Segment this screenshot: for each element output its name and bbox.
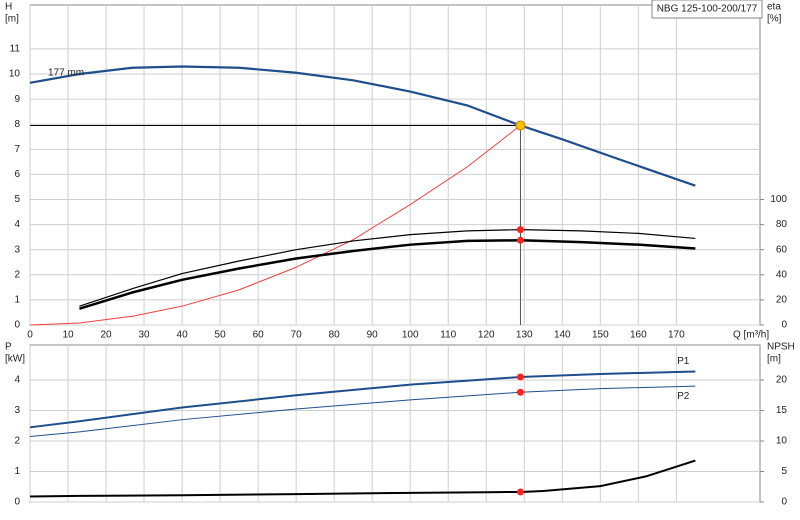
y-tick-label: 1 xyxy=(14,466,20,477)
y-axis-label: [m] xyxy=(5,14,19,25)
y-axis-label: H xyxy=(5,2,12,13)
y2-tick-label: 20 xyxy=(776,295,788,306)
y2-axis-label: NPSH xyxy=(767,342,795,353)
series-line xyxy=(29,65,696,187)
x-tick-label: 130 xyxy=(516,330,533,341)
series-line xyxy=(79,239,696,310)
y2-tick-label: 20 xyxy=(776,375,788,386)
x-tick-label: 120 xyxy=(478,330,495,341)
x-tick-label: 0 xyxy=(27,330,33,341)
y-tick-label: 5 xyxy=(14,194,20,205)
y2-tick-label: 40 xyxy=(776,269,788,280)
operating-marker xyxy=(516,226,524,234)
y-axis-label: P xyxy=(5,342,12,353)
y-tick-label: 7 xyxy=(14,144,20,155)
x-tick-label: 20 xyxy=(100,330,112,341)
x-tick-label: 40 xyxy=(177,330,189,341)
y-tick-label: 3 xyxy=(14,405,20,416)
y2-tick-label: 0 xyxy=(781,497,787,508)
x-tick-label: 80 xyxy=(329,330,341,341)
y2-tick-label: 15 xyxy=(776,405,788,416)
y2-tick-label: 0 xyxy=(781,320,787,331)
plot-frame xyxy=(29,4,761,326)
y-tick-label: 10 xyxy=(9,69,21,80)
series-line xyxy=(29,125,521,326)
series-line xyxy=(29,385,696,437)
x-tick-label: 90 xyxy=(367,330,379,341)
y2-tick-label: 10 xyxy=(776,436,788,447)
x-tick-label: 170 xyxy=(668,330,685,341)
x-axis-label: Q [m³/h] xyxy=(733,330,769,341)
y-tick-label: 11 xyxy=(10,44,21,55)
y-tick-label: 6 xyxy=(14,169,20,180)
plot-frame xyxy=(29,344,761,503)
y2-tick-label: 80 xyxy=(776,219,788,230)
y-tick-label: 0 xyxy=(14,320,20,331)
x-tick-label: 60 xyxy=(253,330,265,341)
y2-tick-label: 5 xyxy=(781,466,787,477)
series-label: P1 xyxy=(677,356,690,367)
x-tick-label: 70 xyxy=(291,330,303,341)
x-tick-label: 110 xyxy=(440,330,456,341)
operating-marker xyxy=(516,236,524,244)
y2-axis-label: [%] xyxy=(767,14,782,25)
y-tick-label: 4 xyxy=(14,375,20,386)
x-tick-label: 10 xyxy=(62,330,74,341)
operating-marker xyxy=(516,388,524,396)
y-axis-label: [kW] xyxy=(5,354,25,365)
series-label: P2 xyxy=(677,391,690,402)
chart-title: NBG 125-100-200/177 xyxy=(657,4,758,15)
duty-point xyxy=(515,120,526,131)
y2-tick-label: 60 xyxy=(776,244,788,255)
y-tick-label: 1 xyxy=(14,295,20,306)
x-tick-label: 100 xyxy=(402,330,419,341)
y2-axis-label: [m] xyxy=(767,354,781,365)
y-tick-label: 2 xyxy=(14,436,20,447)
x-tick-label: 30 xyxy=(139,330,151,341)
y2-axis-label: eta xyxy=(767,2,781,13)
x-tick-label: 50 xyxy=(215,330,227,341)
y-tick-label: 9 xyxy=(14,94,20,105)
series-label: 177 mm xyxy=(48,67,84,78)
y-tick-label: 0 xyxy=(14,497,20,508)
y-tick-label: 8 xyxy=(14,119,20,130)
series-line xyxy=(29,459,696,498)
y-tick-label: 2 xyxy=(14,269,20,280)
x-tick-label: 150 xyxy=(592,330,609,341)
x-tick-label: 160 xyxy=(630,330,647,341)
y-tick-label: 3 xyxy=(14,244,20,255)
title-box xyxy=(651,0,763,19)
series-line xyxy=(29,370,696,429)
y2-tick-label: 100 xyxy=(770,194,787,205)
y-tick-label: 4 xyxy=(14,219,20,230)
operating-marker xyxy=(516,373,524,381)
x-tick-label: 140 xyxy=(554,330,571,341)
series-line xyxy=(79,229,696,307)
operating-marker xyxy=(516,488,524,496)
